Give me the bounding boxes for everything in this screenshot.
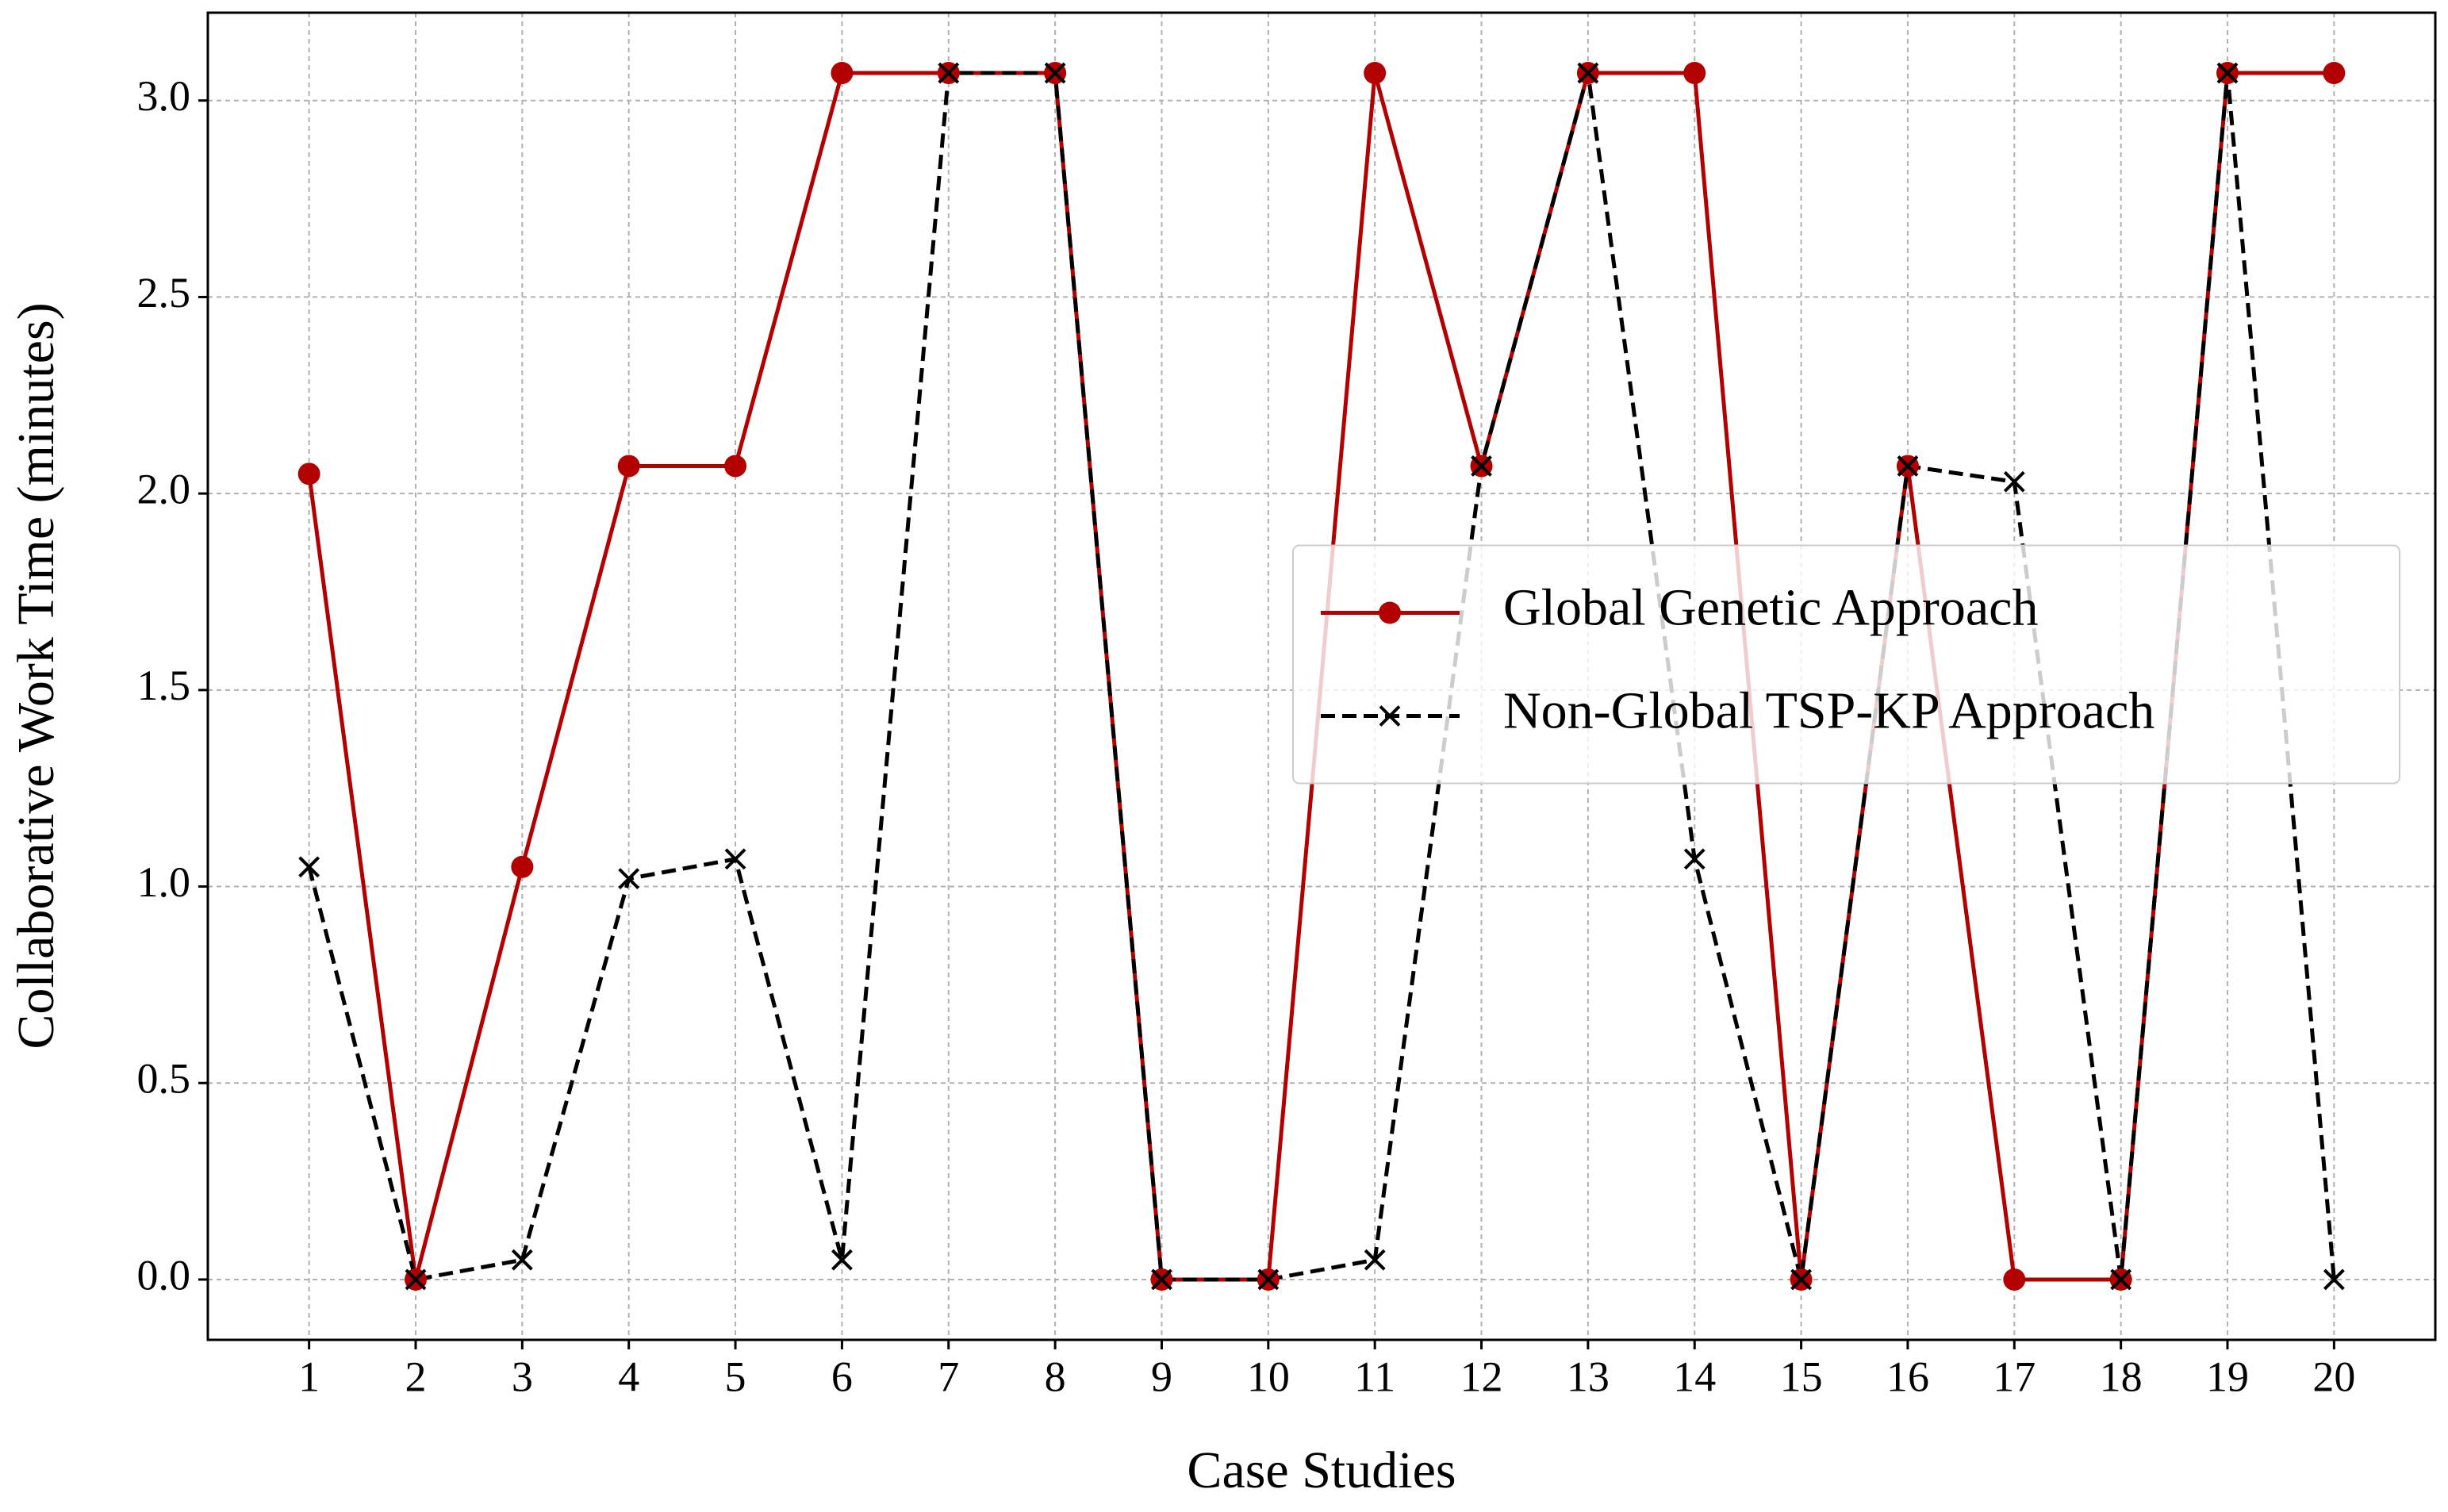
legend-label: Non-Global TSP-KP Approach (1503, 682, 2154, 740)
marker (1471, 455, 1492, 477)
marker (1044, 62, 1066, 84)
x-tick-label: 7 (938, 1353, 959, 1400)
y-tick-label: 2.5 (137, 269, 191, 317)
y-tick-label: 1.5 (137, 662, 191, 709)
y-tick-label: 1.0 (137, 858, 191, 906)
x-tick-label: 20 (2312, 1353, 2355, 1400)
marker (2110, 1268, 2132, 1291)
marker (298, 856, 320, 878)
marker (1683, 848, 1706, 870)
x-tick-label: 15 (1780, 1353, 1823, 1400)
marker (297, 462, 320, 485)
marker (1577, 62, 1599, 84)
marker (511, 1249, 533, 1271)
marker (724, 848, 746, 870)
marker (2323, 1268, 2345, 1291)
x-tick-label: 6 (831, 1353, 853, 1400)
x-tick-label: 1 (298, 1353, 320, 1400)
marker (724, 455, 747, 478)
x-tick-label: 19 (2206, 1353, 2249, 1400)
marker (831, 1249, 853, 1271)
marker (2323, 62, 2346, 85)
marker (938, 62, 960, 84)
legend-box (1292, 544, 2400, 785)
marker (2216, 62, 2239, 84)
marker (1364, 1249, 1386, 1271)
marker (1379, 601, 1401, 624)
marker (618, 868, 640, 890)
marker (1257, 1268, 1280, 1291)
marker (1683, 62, 1706, 85)
x-tick-label: 4 (618, 1353, 639, 1400)
x-tick-label: 3 (512, 1353, 533, 1400)
marker (617, 455, 640, 478)
series-line (307, 71, 2336, 1282)
x-tick-label: 9 (1151, 1353, 1172, 1400)
y-tick-label: 2.0 (137, 466, 191, 513)
marker (831, 62, 854, 85)
x-tick-label: 5 (725, 1353, 746, 1400)
y-tick-label: 0.5 (137, 1055, 191, 1103)
x-tick-label: 10 (1247, 1353, 1290, 1400)
x-tick-label: 8 (1045, 1353, 1066, 1400)
marker (1897, 455, 1919, 477)
legend: Global Genetic Approach Non-Global TSP-KP… (1292, 544, 2400, 785)
legend-label: Global Genetic Approach (1503, 579, 2038, 637)
marker (511, 855, 534, 878)
marker (1790, 1268, 1813, 1291)
marker (2003, 470, 2025, 493)
x-tick-label: 18 (2100, 1353, 2143, 1400)
y-axis-label: Collaborative Work Time (minutes) (7, 302, 65, 1049)
y-tick-label: 3.0 (137, 72, 191, 120)
marker (2003, 1268, 2026, 1291)
y-tick-label: 0.0 (137, 1251, 191, 1299)
x-tick-label: 2 (405, 1353, 426, 1400)
marker (1379, 705, 1401, 727)
marker (1151, 1268, 1172, 1291)
x-tick-label: 14 (1673, 1353, 1716, 1400)
x-tick-label: 16 (1886, 1353, 1929, 1400)
x-tick-label: 13 (1567, 1353, 1610, 1400)
axes-frame (206, 11, 2437, 1341)
x-tick-label: 11 (1354, 1353, 1395, 1400)
x-tick-label: 17 (1993, 1353, 2036, 1400)
x-axis-label: Case Studies (1187, 1441, 1456, 1499)
x-tick-label: 12 (1460, 1353, 1503, 1400)
marker (405, 1268, 427, 1291)
marker (1364, 62, 1387, 85)
